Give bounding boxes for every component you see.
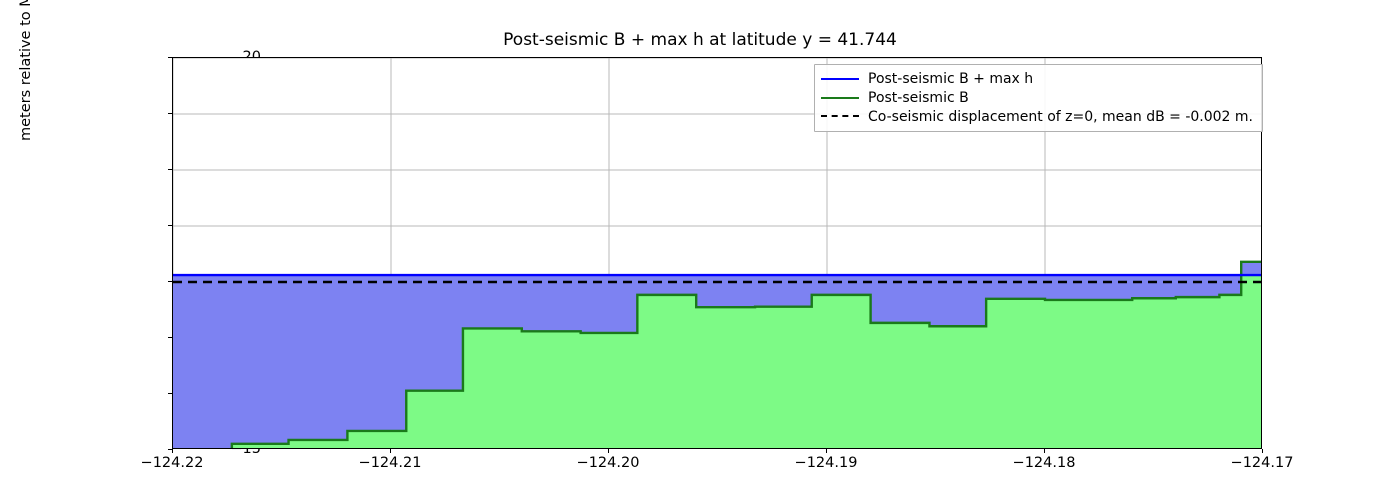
postseismic-b-fill [231,261,1261,448]
legend-label: Post-seismic B + max h [868,70,1034,87]
legend-label: Co-seismic displacement of z=0, mean dB … [868,108,1253,125]
legend-swatch-black-dashed-line [821,110,859,124]
legend-item-coseismic-displacement: Co-seismic displacement of z=0, mean dB … [821,107,1256,126]
y-tick-mark [168,449,172,451]
legend: Post-seismic B + max h Post-seismic B Co… [814,64,1263,132]
y-tick-mark [168,225,172,227]
x-tick-mark [390,449,392,453]
x-tick-mark [608,449,610,453]
legend-swatch-green-line [821,91,859,105]
x-tick-label: −124.19 [794,455,858,471]
x-tick-label: −124.21 [358,455,422,471]
x-tick-label: −124.20 [576,455,640,471]
x-tick-mark [826,449,828,453]
y-axis-label: meters relative to MHW [18,0,34,141]
x-tick-mark [172,449,174,453]
x-tick-mark [1262,449,1264,453]
y-tick-mark [168,57,172,59]
y-tick-mark [168,337,172,339]
y-tick-mark [168,393,172,395]
x-tick-mark [1044,449,1046,453]
y-tick-mark [168,113,172,115]
x-tick-label: −124.17 [1230,455,1294,471]
postseismic-b-plus-max-h-fill [173,261,1261,448]
y-tick-mark [168,169,172,171]
x-tick-label: −124.18 [1012,455,1076,471]
y-tick-mark [168,281,172,283]
legend-item-postseismic-b-plus-max-h: Post-seismic B + max h [821,69,1256,88]
legend-item-postseismic-b: Post-seismic B [821,88,1256,107]
legend-swatch-blue-line [821,72,859,86]
legend-label: Post-seismic B [868,89,969,106]
chart-title: Post-seismic B + max h at latitude y = 4… [503,30,897,50]
x-tick-label: −124.22 [140,455,204,471]
postseismic-b-line [230,260,1261,448]
